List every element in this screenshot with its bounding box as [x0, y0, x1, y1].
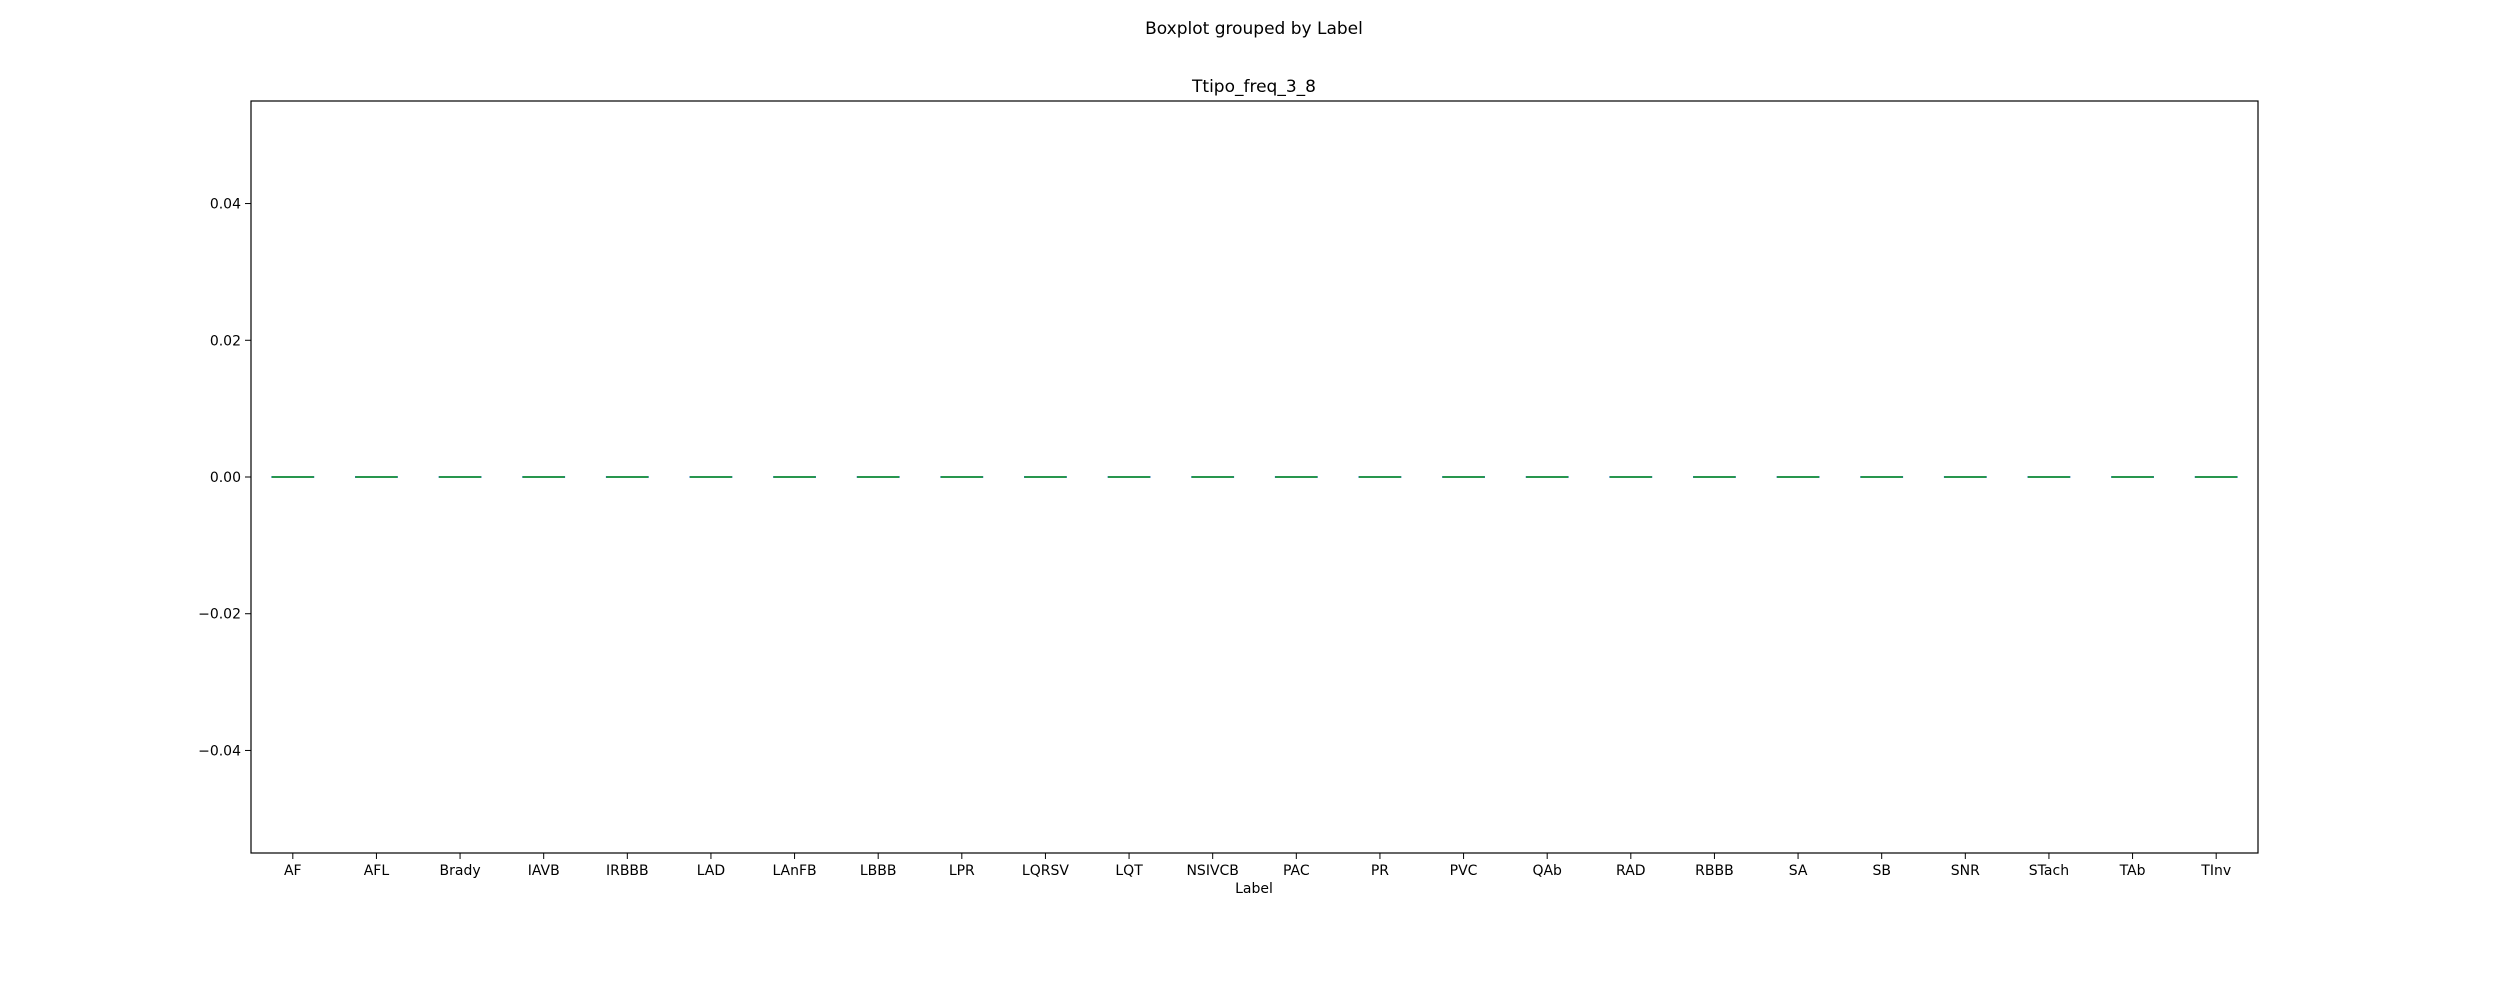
x-tick-label: IRBBB [606, 863, 649, 879]
y-tick-label: 0.00 [210, 470, 241, 486]
x-tick-label: IAVB [528, 863, 560, 879]
x-tick-label: LAnFB [772, 863, 816, 879]
box-series [271, 476, 2238, 478]
y-tick-label: 0.04 [210, 197, 241, 213]
x-tick-label: PR [1371, 863, 1389, 879]
x-tick-label: LAD [697, 863, 725, 879]
x-tick-label: LPR [949, 863, 975, 879]
figure-suptitle: Boxplot grouped by Label [1145, 19, 1363, 39]
x-tick-label: STach [2029, 863, 2069, 879]
x-tick-label: LBBB [860, 863, 897, 879]
x-tick-label: TInv [2200, 863, 2231, 879]
x-tick-label: NSIVCB [1186, 863, 1238, 879]
x-tick-label: TAb [2119, 863, 2146, 879]
y-tick-label: −0.04 [198, 743, 241, 759]
x-tick-label: AF [284, 863, 302, 879]
y-axis: 0.04 0.02 0.00 −0.02 −0.04 [198, 197, 251, 759]
x-tick-label: LQT [1115, 863, 1143, 879]
x-tick-label: Brady [440, 863, 481, 879]
chart-title: Ttipo_freq_3_8 [1191, 77, 1316, 97]
x-tick-label: RBBB [1695, 863, 1734, 879]
x-axis-label: Label [1235, 881, 1273, 897]
x-tick-label: RAD [1616, 863, 1646, 879]
y-tick-label: −0.02 [198, 607, 241, 623]
x-tick-label: SNR [1951, 863, 1980, 879]
x-tick-label: AFL [364, 863, 390, 879]
x-tick-label: PAC [1283, 863, 1310, 879]
x-tick-label: SB [1872, 863, 1891, 879]
x-tick-label: LQRSV [1022, 863, 1069, 879]
x-tick-label: QAb [1532, 863, 1562, 879]
x-axis: AF AFL Brady IAVB IRBBB LAD LAnFB LBBB LPR LQRSV L… [284, 853, 2231, 879]
y-tick-label: 0.02 [210, 333, 241, 349]
x-tick-label: SA [1789, 863, 1808, 879]
x-tick-label: PVC [1450, 863, 1478, 879]
